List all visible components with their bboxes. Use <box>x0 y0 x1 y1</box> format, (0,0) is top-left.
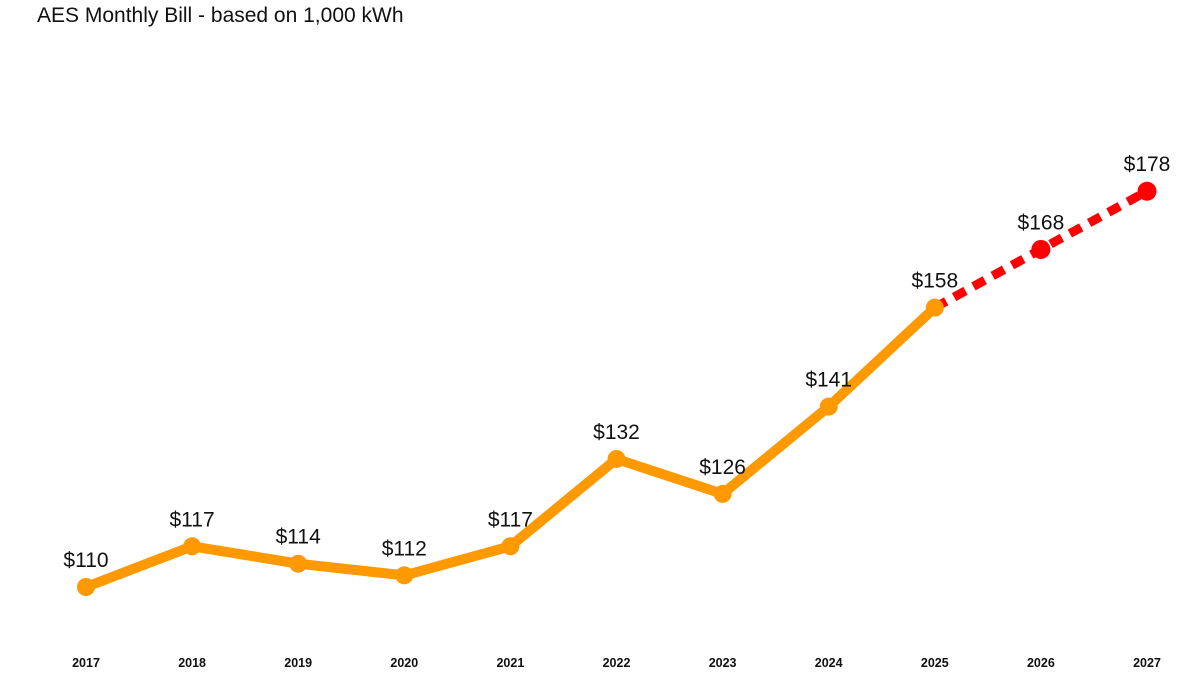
data-label-2022: $132 <box>593 421 640 444</box>
x-tick-label-2027: 2027 <box>1133 656 1161 670</box>
x-tick-label-2022: 2022 <box>603 656 631 670</box>
data-label-2025: $158 <box>911 270 958 293</box>
x-tick-label-2020: 2020 <box>390 656 418 670</box>
data-point-2025 <box>925 298 944 317</box>
series-layer <box>81 187 1150 592</box>
data-label-2021: $117 <box>488 508 533 531</box>
x-tick-label-2026: 2026 <box>1027 656 1055 670</box>
x-axis-ticks: 2017 2018 2019 2020 2021 2022 2023 2024 2025 2026… <box>72 656 1161 670</box>
data-point-2027 <box>1137 181 1157 201</box>
x-tick-label-2018: 2018 <box>178 656 206 670</box>
x-tick-label-2024: 2024 <box>815 656 843 670</box>
data-point-2017 <box>77 578 95 596</box>
x-tick-label-2021: 2021 <box>496 656 524 670</box>
data-label-2024: $141 <box>805 369 852 392</box>
data-label-2017: $110 <box>63 549 108 572</box>
x-tick-label-2023: 2023 <box>709 656 737 670</box>
x-tick-label-2017: 2017 <box>72 656 100 670</box>
data-point-2026 <box>1031 239 1051 259</box>
data-point-2019 <box>289 554 308 573</box>
data-point-2021 <box>501 537 520 556</box>
data-label-2020: $112 <box>382 537 427 560</box>
data-label-2019: $114 <box>276 526 321 549</box>
data-point-2024 <box>819 397 838 416</box>
x-tick-label-2019: 2019 <box>284 656 312 670</box>
data-label-2027: $178 <box>1124 153 1171 176</box>
data-label-2018: $117 <box>170 508 215 531</box>
label-layer: $110 $117 $114 $112 $117 $132 $126 $141 $158 $168… <box>63 153 1170 572</box>
data-point-2020 <box>395 566 414 585</box>
chart-title: AES Monthly Bill - based on 1,000 kWh <box>37 4 404 27</box>
data-label-2026: $168 <box>1018 211 1065 234</box>
x-tick-label-2025: 2025 <box>921 656 949 670</box>
point-layer <box>77 181 1157 596</box>
data-point-2022 <box>607 449 626 468</box>
data-point-2018 <box>183 537 202 556</box>
data-point-2023 <box>713 484 732 503</box>
data-label-2023: $126 <box>699 456 746 479</box>
